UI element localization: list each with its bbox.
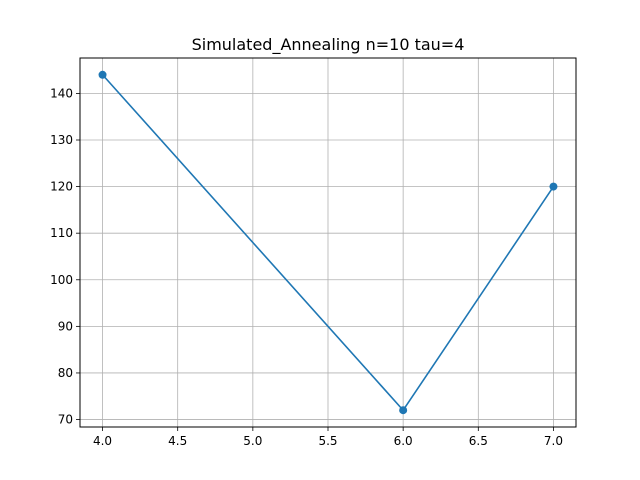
- y-tick-label: 120: [50, 180, 73, 194]
- y-tick-label: 90: [58, 319, 73, 333]
- x-tick-label: 5.0: [243, 434, 262, 448]
- y-tick-label: 70: [58, 413, 73, 427]
- x-tick-label: 7.0: [544, 434, 563, 448]
- series-layer: [98, 70, 558, 415]
- x-tick-label: 4.5: [168, 434, 187, 448]
- x-tick-label: 4.0: [93, 434, 112, 448]
- axis-ticks: 4.0 4.5 5.0 5.5 6.0 6.5 7.0 70 80 90 100 110 120 130 1…: [50, 86, 563, 448]
- chart-title: Simulated_Annealing n=10 tau=4: [192, 35, 465, 55]
- x-tick-label: 5.5: [318, 434, 337, 448]
- y-tick-label: 80: [58, 366, 73, 380]
- y-tick-label: 130: [50, 133, 73, 147]
- y-tick-label: 110: [50, 226, 73, 240]
- data-point: [399, 406, 408, 415]
- y-tick-label: 140: [50, 86, 73, 100]
- y-tick-label: 100: [50, 273, 73, 287]
- x-tick-label: 6.0: [394, 434, 413, 448]
- x-tick-label: 6.5: [469, 434, 488, 448]
- data-point: [549, 182, 558, 191]
- grid: [80, 58, 576, 427]
- data-point: [98, 70, 107, 79]
